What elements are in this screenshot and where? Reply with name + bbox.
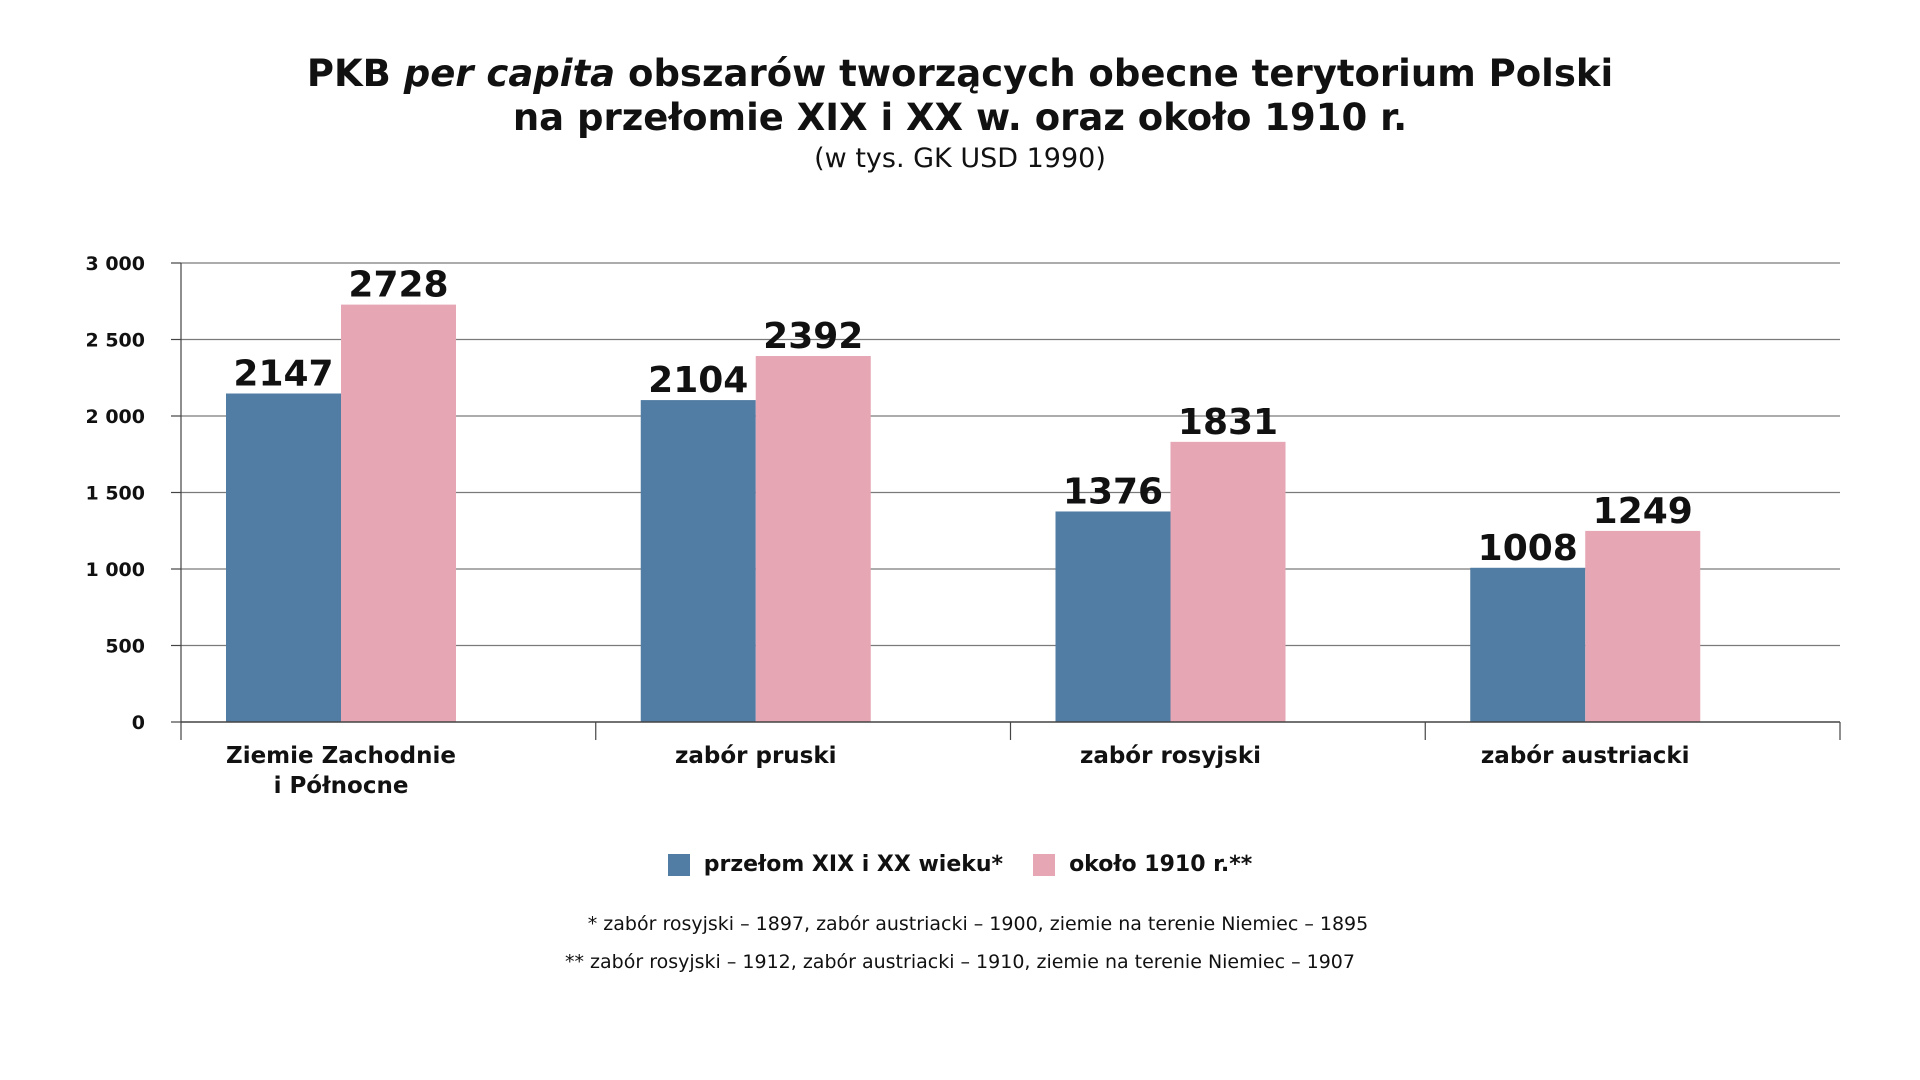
footnote-2: ** zabór rosyjski – 1912, zabór austriac…	[565, 951, 1355, 973]
bar	[1055, 511, 1171, 722]
data-label: 2104	[648, 360, 748, 401]
y-tick-label: 1 500	[86, 483, 146, 505]
data-label: 2147	[233, 354, 333, 395]
y-tick-label: 2 000	[86, 406, 146, 428]
bar	[1170, 441, 1286, 722]
chart-title: PKB per capita obszarów tworzących obecn…	[306, 52, 1614, 95]
legend: przełom XIX i XX wieku* około 1910 r.**	[0, 852, 1920, 877]
legend-swatch-series-1	[667, 853, 690, 876]
footnote-1: * zabór rosyjski – 1897, zabór austriack…	[587, 913, 1369, 935]
x-tick-label: i Północne	[274, 773, 409, 799]
legend-label-series-2: około 1910 r.**	[1069, 852, 1253, 877]
y-tick-label: 3 000	[86, 253, 146, 275]
y-tick-label: 1 000	[86, 559, 146, 581]
y-tick-label: 500	[105, 636, 145, 658]
bar	[755, 356, 871, 722]
data-label: 2392	[763, 316, 863, 357]
legend-label-series-1: przełom XIX i XX wieku*	[703, 852, 1004, 877]
data-label: 2728	[348, 265, 448, 306]
chart-title-line2: na przełomie XIX i XX w. oraz około 1910…	[512, 96, 1408, 139]
bar	[341, 304, 456, 722]
legend-item-series-2: około 1910 r.**	[1033, 852, 1252, 877]
legend-swatch-series-2	[1033, 853, 1056, 876]
bar	[226, 393, 341, 722]
chart-subtitle: (w tys. GK USD 1990)	[814, 143, 1106, 174]
footnotes: * zabór rosyjski – 1897, zabór austriack…	[0, 905, 1920, 981]
x-tick-label: zabór rosyjski	[1080, 743, 1261, 769]
bar	[640, 400, 756, 722]
data-label: 1008	[1478, 528, 1578, 569]
y-tick-label: 2 500	[86, 330, 146, 352]
chart-title-block: PKB per capita obszarów tworzących obecn…	[0, 52, 1920, 178]
bar	[1470, 567, 1586, 722]
data-label: 1249	[1593, 491, 1693, 532]
x-tick-label: zabór austriacki	[1481, 743, 1690, 769]
data-label: 1376	[1063, 471, 1163, 512]
legend-item-series-1: przełom XIX i XX wieku*	[667, 852, 1004, 877]
x-tick-label: zabór pruski	[675, 743, 837, 769]
y-tick-label: 0	[132, 712, 145, 734]
data-label: 1831	[1178, 402, 1278, 443]
x-tick-label: Ziemie Zachodnie	[226, 743, 456, 769]
bar	[1585, 530, 1701, 722]
